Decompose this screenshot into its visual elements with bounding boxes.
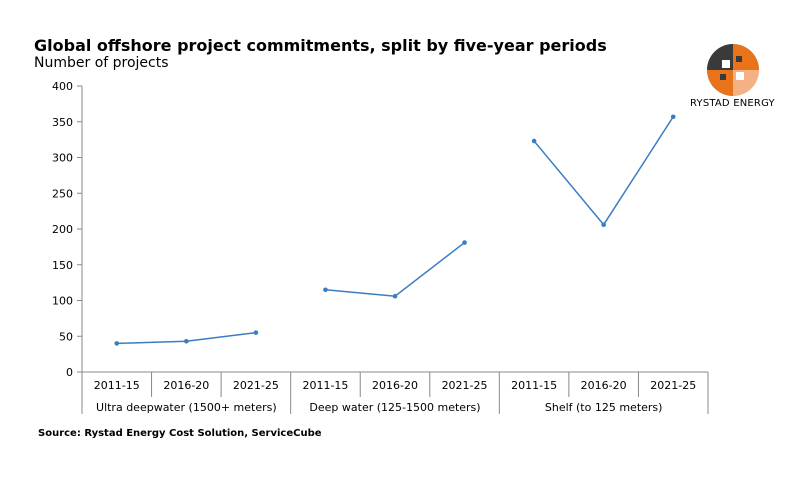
y-tick-label: 0 [66,366,73,379]
y-tick-label: 200 [52,223,73,236]
y-tick-label: 50 [59,330,73,343]
x-tick-label: 2011-15 [511,379,557,392]
x-tick-label: 2021-25 [650,379,696,392]
y-tick-label: 100 [52,295,73,308]
rystad-logo-icon [707,44,759,96]
data-point [323,287,328,293]
y-tick-label: 400 [52,80,73,93]
series-line [325,241,466,297]
data-point [184,338,189,344]
x-tick-label: 2016-20 [163,379,209,392]
data-point [531,138,537,144]
series-line [533,116,674,226]
data-point [670,114,676,120]
chart-subtitle: Number of projects [34,55,169,71]
data-point [392,293,398,299]
y-tick-label: 350 [52,116,73,129]
x-tick-label: 2021-25 [233,379,279,392]
group-label: Deep water (125-1500 meters) [309,401,480,414]
chart-title: Global offshore project commitments, spl… [34,36,607,55]
y-tick-label: 250 [52,187,73,200]
data-point [601,222,606,228]
data-point [114,341,120,346]
source-note: Source: Rystad Energy Cost Solution, Ser… [38,428,322,439]
data-point [253,330,259,335]
y-tick-label: 150 [52,259,73,272]
group-label: Shelf (to 125 meters) [545,401,663,414]
group-label: Ultra deepwater (1500+ meters) [96,401,277,414]
data-point [462,240,467,245]
x-tick-label: 2016-20 [372,379,418,392]
logo-text: RYSTAD ENERGY [690,98,775,109]
x-tick-label: 2011-15 [302,379,348,392]
y-tick-label: 300 [52,152,73,165]
x-tick-label: 2021-25 [442,379,488,392]
x-tick-label: 2016-20 [581,379,627,392]
x-tick-label: 2011-15 [94,379,140,392]
